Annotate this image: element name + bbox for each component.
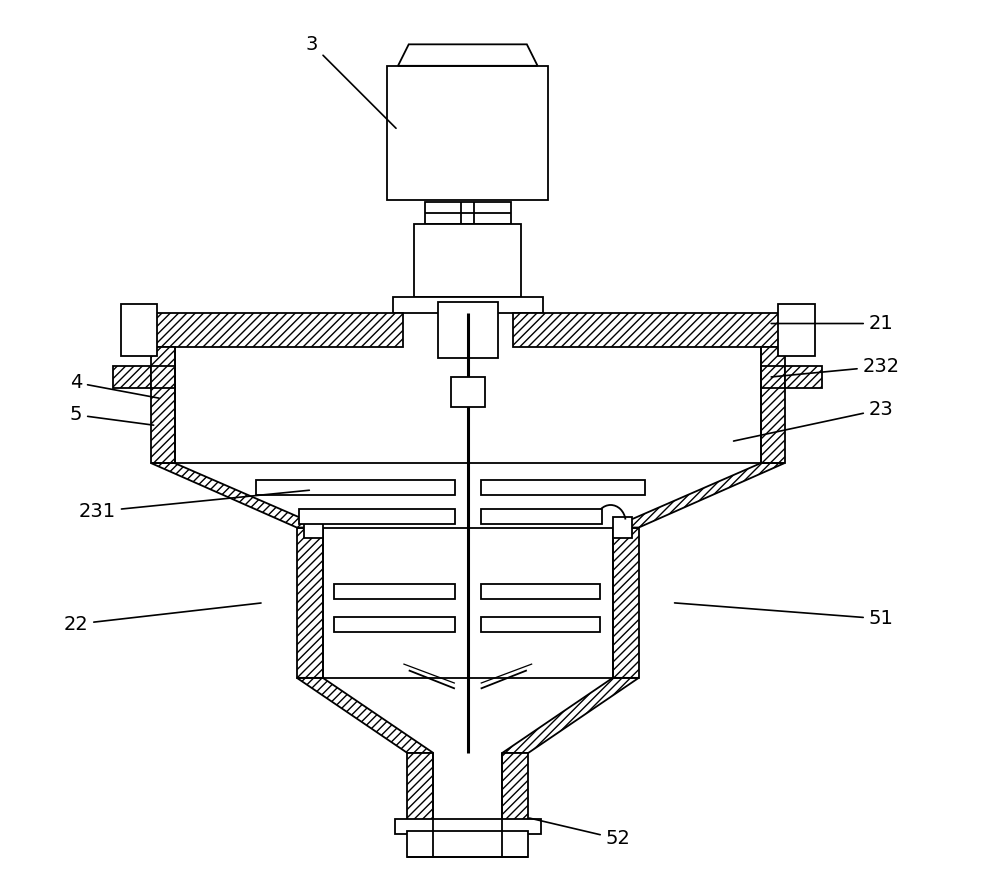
- Text: 22: 22: [63, 603, 261, 634]
- Bar: [761, 347, 785, 463]
- Bar: [761, 367, 785, 388]
- Bar: [121, 304, 157, 356]
- Bar: [407, 831, 528, 857]
- Bar: [481, 480, 645, 495]
- Bar: [297, 527, 323, 678]
- Bar: [785, 313, 808, 347]
- Polygon shape: [398, 45, 538, 66]
- Bar: [451, 377, 485, 408]
- Bar: [502, 753, 528, 821]
- Text: 231: 231: [79, 490, 309, 521]
- Bar: [395, 819, 541, 833]
- Bar: [151, 367, 175, 388]
- Polygon shape: [151, 463, 323, 527]
- Bar: [299, 510, 455, 524]
- Text: 21: 21: [771, 314, 894, 333]
- Bar: [481, 585, 600, 600]
- Bar: [256, 480, 455, 495]
- Bar: [334, 617, 455, 632]
- Polygon shape: [297, 678, 433, 753]
- Bar: [113, 367, 151, 388]
- Bar: [393, 297, 543, 313]
- Text: 23: 23: [734, 400, 894, 441]
- Text: 232: 232: [771, 357, 900, 377]
- Bar: [334, 585, 455, 600]
- Bar: [304, 517, 323, 538]
- Bar: [481, 510, 602, 524]
- Bar: [778, 304, 815, 356]
- Bar: [151, 313, 403, 347]
- Text: 3: 3: [306, 35, 396, 128]
- Bar: [425, 202, 511, 224]
- Text: 5: 5: [70, 405, 154, 426]
- Bar: [387, 66, 548, 200]
- Bar: [127, 313, 151, 347]
- Bar: [481, 617, 600, 632]
- Bar: [785, 367, 822, 388]
- Bar: [407, 753, 433, 821]
- Text: 51: 51: [675, 603, 894, 628]
- Bar: [151, 347, 175, 463]
- Polygon shape: [502, 678, 639, 753]
- Text: 52: 52: [530, 818, 631, 848]
- Bar: [613, 517, 632, 538]
- Bar: [613, 527, 639, 678]
- Bar: [513, 313, 785, 347]
- Text: 4: 4: [70, 373, 159, 398]
- Bar: [414, 224, 521, 297]
- Polygon shape: [613, 463, 785, 527]
- Bar: [438, 302, 498, 358]
